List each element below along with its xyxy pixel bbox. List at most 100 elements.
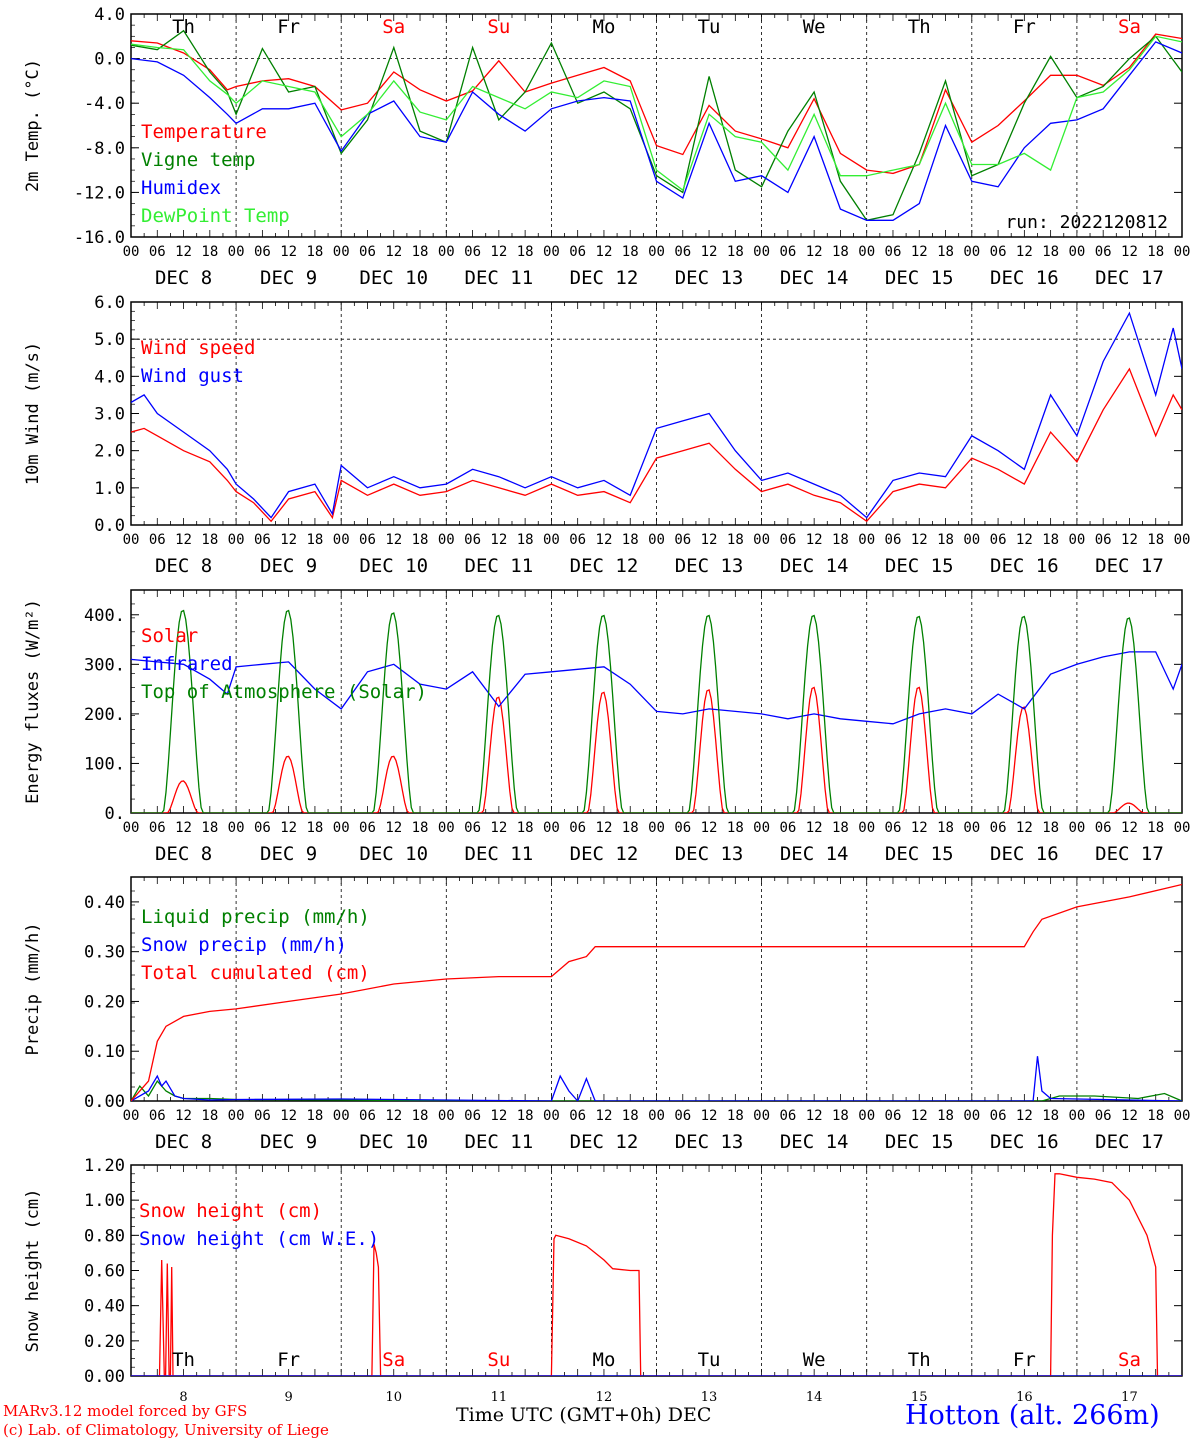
hour-tick-label: 00 [753, 820, 770, 836]
hour-tick-label: 00 [123, 820, 140, 836]
chart-panels: 4.0 0.0 -4.0 -8.0 -12.0 -16.0 2m Temp. (°C) Tem… [23, 5, 1190, 1405]
hour-tick-label: 18 [1042, 532, 1059, 548]
date-label: DEC 17 [1095, 843, 1164, 865]
date-label: DEC 12 [570, 1131, 639, 1153]
y-tick-label: 1.00 [84, 1191, 125, 1211]
day-number-label: 16 [1016, 1390, 1033, 1405]
y-tick-label: -12.0 [74, 183, 125, 203]
weekday-label-bottom: Fr [1013, 1349, 1036, 1371]
date-label: DEC 11 [465, 267, 534, 289]
hour-tick-label: 00 [438, 1108, 455, 1124]
hour-tick-label: 12 [385, 1108, 402, 1124]
y-tick-label: 0.80 [84, 1226, 125, 1246]
y-tick-label: 0.20 [84, 1332, 125, 1352]
hour-tick-label: 12 [806, 820, 823, 836]
hour-tick-label: 18 [201, 532, 218, 548]
hour-tick-label: 06 [1095, 820, 1112, 836]
hour-tick-label: 06 [885, 244, 902, 260]
hour-tick-label: 00 [543, 820, 560, 836]
hour-tick-label: 12 [1016, 244, 1033, 260]
hour-tick-label: 18 [727, 820, 744, 836]
series-line-vigne-temp [131, 29, 1182, 222]
hour-tick-label: 00 [333, 244, 350, 260]
footer-credit: (c) Lab. of Climatology, University of L… [3, 1421, 329, 1439]
hour-tick-label: 06 [1095, 532, 1112, 548]
hour-tick-label: 00 [1174, 1108, 1191, 1124]
date-label: DEC 14 [780, 267, 849, 289]
date-label: DEC 9 [260, 555, 317, 577]
date-label: DEC 9 [260, 843, 317, 865]
station-title: Hotton (alt. 266m) [905, 1400, 1160, 1431]
hour-tick-label: 00 [123, 244, 140, 260]
hour-tick-label: 06 [254, 1108, 271, 1124]
y-tick-label: 0.40 [84, 1297, 125, 1317]
hour-tick-label: 18 [727, 244, 744, 260]
date-label: DEC 14 [780, 843, 849, 865]
weekday-label-bottom: Mo [593, 1349, 616, 1371]
hour-tick-label: 06 [359, 244, 376, 260]
weekday-label-bottom: Sa [1118, 1349, 1141, 1371]
hour-tick-label: 00 [333, 532, 350, 548]
y-tick-label: 0.0 [94, 50, 125, 70]
date-label: DEC 12 [570, 555, 639, 577]
hour-tick-label: 00 [438, 532, 455, 548]
hour-tick-label: 12 [596, 244, 613, 260]
hour-tick-label: 18 [832, 532, 849, 548]
y-tick-label: -8.0 [84, 139, 125, 159]
y-tick-label: 0. [105, 804, 125, 824]
date-label: DEC 10 [359, 555, 428, 577]
hour-tick-label: 00 [753, 244, 770, 260]
hour-tick-label: 00 [648, 532, 665, 548]
legend-entry: DewPoint Temp [141, 205, 290, 227]
hour-tick-label: 00 [963, 244, 980, 260]
weekday-label-bottom: Fr [277, 1349, 300, 1371]
hour-tick-label: 00 [123, 532, 140, 548]
hour-tick-label: 18 [727, 1108, 744, 1124]
hour-tick-label: 06 [149, 244, 166, 260]
series-group [131, 1173, 1182, 1376]
hour-tick-label: 18 [412, 244, 429, 260]
legend-entry: Temperature [141, 121, 267, 143]
run-annotation: run: 2022120812 [1005, 212, 1168, 233]
y-tick-label: 300. [84, 655, 125, 675]
y-tick-label: 200. [84, 705, 125, 725]
day-number-label: 11 [491, 1390, 508, 1405]
y-axis-label: Snow height (cm) [23, 1189, 43, 1353]
hour-tick-label: 12 [280, 1108, 297, 1124]
y-tick-label: 3.0 [94, 405, 125, 425]
y-tick-label: 1.0 [94, 479, 125, 499]
date-label: DEC 11 [465, 843, 534, 865]
hour-tick-label: 06 [674, 1108, 691, 1124]
hour-tick-label: 12 [596, 1108, 613, 1124]
date-label: DEC 16 [990, 843, 1059, 865]
weekday-label-top: We [803, 16, 826, 38]
hour-tick-label: 06 [779, 1108, 796, 1124]
hour-tick-label: 12 [385, 532, 402, 548]
y-tick-label: 4.0 [94, 5, 125, 25]
y-tick-label: 6.0 [94, 293, 125, 313]
hour-tick-label: 00 [123, 1108, 140, 1124]
legend-entry: Snow height (cm) [139, 1200, 322, 1222]
hour-tick-label: 00 [1068, 532, 1085, 548]
hour-tick-label: 00 [438, 244, 455, 260]
y-tick-label: 2.0 [94, 442, 125, 462]
hour-tick-label: 18 [937, 244, 954, 260]
hour-tick-label: 12 [806, 532, 823, 548]
hour-tick-label: 00 [438, 820, 455, 836]
hour-tick-label: 18 [517, 244, 534, 260]
hour-tick-label: 00 [333, 1108, 350, 1124]
hour-tick-label: 00 [543, 1108, 560, 1124]
hour-tick-label: 00 [963, 1108, 980, 1124]
hour-tick-label: 12 [385, 244, 402, 260]
series-line-top-of-atmosphere-solar- [131, 609, 1182, 813]
plot-frame [130, 13, 1183, 238]
series-line-snow-precip-mm-h- [131, 1056, 1182, 1101]
weekday-label-top: Th [172, 16, 195, 38]
hour-tick-label: 12 [911, 244, 928, 260]
hour-tick-label: 00 [753, 1108, 770, 1124]
y-tick-label: 0.20 [84, 992, 125, 1012]
hour-tick-label: 12 [490, 820, 507, 836]
hour-tick-label: 12 [596, 532, 613, 548]
panel-4: 0.40 0.30 0.20 0.10 0.00 Precip (mm/h) Liquid … [23, 876, 1191, 1153]
